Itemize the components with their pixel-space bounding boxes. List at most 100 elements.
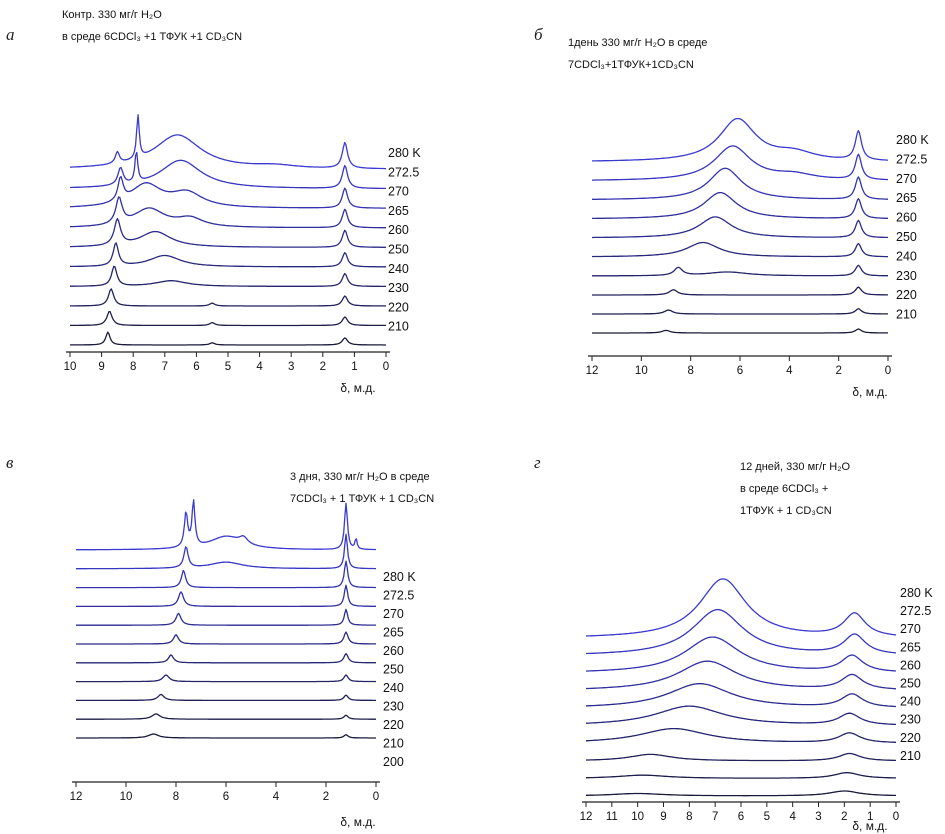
- x-tick-label: 6: [223, 791, 229, 803]
- x-tick-label: 6: [738, 811, 744, 823]
- panel-1: а Контр. 330 мг/г H₂O в среде 6CDCl₃ +1 ТФ…: [6, 9, 421, 395]
- temperature-label: 200: [383, 755, 404, 769]
- spectrum-trace: [76, 674, 377, 683]
- temperature-label: 260: [388, 223, 409, 237]
- x-tick-label: 2: [323, 791, 329, 803]
- x-tick-label: 10: [120, 791, 133, 803]
- x-tick-label: 10: [631, 811, 644, 823]
- x-tick-label: 0: [383, 361, 389, 373]
- spectrum-trace: [76, 499, 377, 551]
- panel-title-line: в среде 6CDCl₃ +1 ТФУК +1 CD₃CN: [62, 31, 242, 43]
- spectrum-trace: [592, 308, 888, 315]
- temperature-label: 220: [383, 718, 404, 732]
- temperature-label: 280 K: [388, 146, 421, 160]
- temperature-label: 265: [383, 626, 404, 640]
- temperature-label: 260: [383, 644, 404, 658]
- x-axis-label: δ, м.д.: [852, 385, 887, 399]
- spectrum-trace: [591, 241, 888, 258]
- spectrum-trace: [70, 151, 386, 190]
- spectrum-trace: [76, 652, 376, 664]
- x-tick-label: 5: [225, 361, 231, 373]
- x-axis-label: δ, м.д.: [852, 819, 887, 833]
- x-axis-label: δ, м.д.: [340, 381, 375, 395]
- spectrum-trace: [70, 288, 386, 307]
- temperature-label: 270: [388, 185, 409, 199]
- temperature-label: 250: [383, 663, 404, 677]
- x-tick-label: 2: [835, 365, 841, 377]
- spectrum-trace: [70, 311, 386, 327]
- spectrum-trace: [586, 790, 896, 797]
- x-tick-label: 11: [606, 811, 618, 823]
- panel-title-line: 1день 330 мг/г H₂O в среде: [568, 37, 707, 49]
- spectrum-trace: [76, 693, 376, 702]
- temperature-label: 270: [383, 607, 404, 621]
- spectrum-trace: [585, 636, 897, 672]
- spectrum-trace: [592, 191, 888, 220]
- temperature-label: 270: [896, 172, 917, 186]
- x-tick-label: 8: [173, 791, 179, 803]
- spectrum-trace: [592, 264, 888, 277]
- x-tick-label: 12: [586, 365, 599, 377]
- temperature-label: 250: [896, 230, 917, 244]
- spectrum-trace: [69, 196, 386, 229]
- x-tick-label: 12: [580, 811, 593, 823]
- panel-title-line: Контр. 330 мг/г H₂O: [62, 9, 162, 21]
- x-tick-label: 0: [373, 791, 379, 803]
- temperature-label: 220: [388, 300, 409, 314]
- temperature-label: 210: [383, 737, 404, 751]
- x-tick-label: 7: [712, 811, 718, 823]
- x-tick-label: 10: [635, 365, 648, 377]
- spectrum-trace: [585, 727, 896, 743]
- panel-3: в 3 дня, 330 мг/г H₂O в среде 7CDCl₃ + 1 Т…: [6, 453, 434, 829]
- spectrum-trace: [592, 167, 888, 200]
- x-tick-label: 9: [660, 811, 666, 823]
- x-tick-label: 3: [288, 361, 294, 373]
- spectrum-trace: [586, 772, 896, 779]
- spectrum-trace: [76, 533, 376, 570]
- spectrum-trace: [76, 713, 376, 720]
- x-tick-label: 0: [893, 811, 899, 823]
- x-tick-label: 7: [162, 361, 168, 373]
- temperature-label: 240: [900, 695, 921, 709]
- spectrum-trace: [586, 608, 897, 655]
- spectrum-trace: [69, 175, 386, 209]
- spectrum-trace: [70, 242, 386, 268]
- x-tick-label: 4: [273, 791, 280, 803]
- x-tick-label: 1: [351, 361, 357, 373]
- temperature-label: 272.5: [383, 589, 414, 603]
- temperature-label: 240: [388, 262, 409, 276]
- temperature-label: 270: [900, 622, 921, 636]
- x-tick-label: 3: [815, 811, 821, 823]
- spectrum-trace: [586, 705, 896, 726]
- spectrum-trace: [76, 733, 376, 739]
- x-tick-label: 2: [841, 811, 847, 823]
- spectrum-trace: [585, 683, 896, 708]
- temperature-label: 265: [896, 191, 917, 205]
- spectrum-trace: [70, 217, 386, 248]
- x-tick-label: 6: [193, 361, 199, 373]
- temperature-label: 230: [896, 269, 917, 283]
- x-tick-label: 12: [70, 791, 83, 803]
- spectrum-trace: [586, 660, 897, 690]
- x-tick-label: 4: [256, 361, 263, 373]
- temperature-label: 230: [900, 713, 921, 727]
- x-tick-label: 8: [130, 361, 136, 373]
- temperature-label: 210: [900, 749, 921, 763]
- panel-letter: а: [6, 25, 15, 44]
- spectrum-trace: [76, 631, 376, 645]
- temperature-label: 220: [900, 731, 921, 745]
- panel-title-line: 7CDCl₃+1ТФУК+1CD₃CN: [568, 59, 694, 71]
- temperature-label: 240: [896, 249, 917, 263]
- panel-letter: г: [534, 453, 541, 472]
- x-tick-label: 6: [737, 365, 743, 377]
- spectrum-trace: [592, 328, 888, 334]
- x-tick-label: 4: [786, 365, 793, 377]
- temperature-label: 220: [896, 288, 917, 302]
- temperature-label: 265: [900, 640, 921, 654]
- x-tick-label: 2: [320, 361, 326, 373]
- x-tick-label: 5: [764, 811, 770, 823]
- spectrum-trace: [585, 752, 896, 762]
- x-tick-label: 8: [686, 811, 692, 823]
- x-tick-label: 10: [64, 361, 77, 373]
